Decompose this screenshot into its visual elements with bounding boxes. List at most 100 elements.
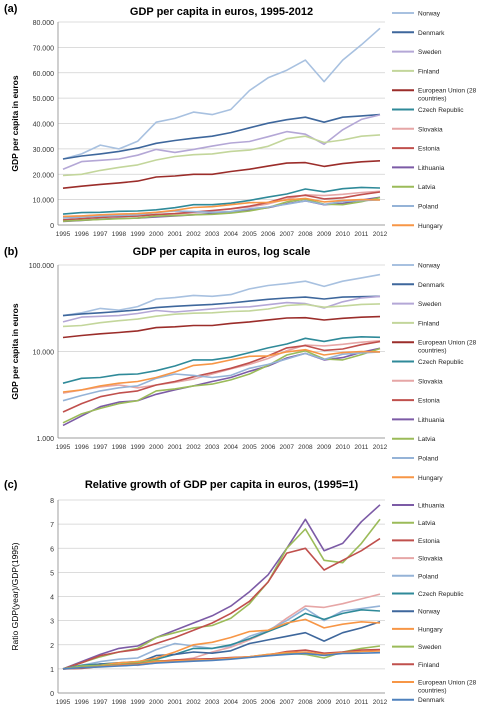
series-line-norway — [62, 27, 381, 160]
y-tick-label: 70.000 — [33, 45, 55, 52]
x-tick-label: 2012 — [373, 231, 388, 238]
x-tick-label: 1999 — [130, 231, 145, 238]
x-tick-label: 2000 — [149, 231, 164, 238]
legend-label: Latvia — [418, 436, 436, 443]
panel-label: (c) — [4, 479, 18, 491]
x-tick-label: 2001 — [168, 444, 183, 451]
y-tick-label: 30.000 — [33, 147, 55, 154]
y-tick-label: 50.000 — [33, 96, 55, 103]
x-tick-label: 2002 — [186, 231, 201, 238]
x-tick-label: 1999 — [130, 444, 145, 451]
legend-label: Estonia — [418, 398, 440, 405]
x-tick-label: 2009 — [317, 231, 332, 238]
legend-label: European Union (28 countries) — [418, 88, 477, 103]
y-tick-label: 100.000 — [29, 263, 54, 270]
y-tick-label: 4 — [50, 595, 54, 602]
legend-label: Slovakia — [418, 378, 443, 385]
x-tick-label: 2009 — [317, 444, 332, 451]
x-tick-label: 2000 — [149, 699, 164, 706]
legend-label: Norway — [418, 11, 441, 18]
legend-label: Sweden — [418, 49, 442, 56]
series-line-lithuania — [62, 504, 381, 670]
x-tick-label: 2002 — [186, 444, 201, 451]
x-tick-label: 2005 — [242, 444, 257, 451]
series-line-czech-republic — [62, 335, 381, 384]
y-tick-label: 6 — [50, 546, 54, 553]
x-tick-label: 2010 — [335, 444, 350, 451]
y-tick-label: 10.000 — [33, 198, 55, 205]
x-tick-label: 2010 — [335, 231, 350, 238]
x-tick-label: 2007 — [280, 699, 295, 706]
x-tick-label: 2012 — [373, 699, 388, 706]
y-tick-label: 60.000 — [33, 71, 55, 78]
series-line-denmark — [62, 651, 381, 670]
legend-label: Slovakia — [418, 556, 443, 563]
legend-label: Latvia — [418, 520, 436, 527]
legend-label: Poland — [418, 204, 439, 211]
series-line-hungary — [62, 197, 381, 218]
legend-label: Estonia — [418, 146, 440, 153]
y-tick-label: 80.000 — [33, 20, 55, 27]
y-tick-label: 3 — [50, 619, 54, 626]
legend-label: Finland — [418, 662, 440, 669]
x-tick-label: 2006 — [261, 444, 276, 451]
x-tick-label: 2011 — [354, 444, 368, 451]
series-line-poland — [62, 351, 381, 402]
chart-title: Relative growth of GDP per capita in eur… — [85, 479, 359, 491]
y-tick-label: 5 — [50, 570, 54, 577]
series-line-czech-republic — [62, 186, 381, 215]
legend-label: Czech Republic — [418, 107, 464, 114]
series-line-finland — [62, 134, 381, 177]
x-tick-label: 1998 — [112, 231, 127, 238]
x-tick-label: 2001 — [168, 699, 183, 706]
x-tick-label: 2004 — [224, 444, 239, 451]
y-axis-title: GDP per capita in euros — [10, 303, 20, 399]
legend-label: Lithuania — [418, 165, 445, 172]
x-tick-label: 2008 — [298, 444, 313, 451]
legend-label: Poland — [418, 573, 439, 580]
legend-label: Denmark — [418, 697, 445, 704]
legend-label: Slovakia — [418, 126, 443, 133]
legend-label: Norway — [418, 263, 441, 270]
x-tick-label: 2011 — [354, 231, 368, 238]
y-tick-label: 2 — [50, 643, 54, 650]
y-tick-label: 20.000 — [33, 172, 55, 179]
legend-label: Finland — [418, 68, 440, 75]
legend-label: Czech Republic — [418, 591, 464, 598]
legend-label: Sweden — [418, 644, 442, 651]
chart-title: GDP per capita in euros, 1995-2012 — [130, 6, 313, 18]
legend-label: Denmark — [418, 30, 445, 37]
x-tick-label: 1997 — [93, 231, 108, 238]
x-tick-label: 2010 — [335, 699, 350, 706]
y-tick-label: 40.000 — [33, 122, 55, 129]
y-tick-label: 8 — [50, 498, 54, 505]
x-tick-label: 2004 — [224, 699, 239, 706]
x-tick-label: 2003 — [205, 231, 220, 238]
series-line-estonia — [62, 537, 381, 670]
y-tick-label: 0 — [50, 691, 54, 698]
x-tick-label: 1995 — [56, 699, 71, 706]
legend-label: Denmark — [418, 282, 445, 289]
x-tick-label: 2008 — [298, 231, 313, 238]
series-line-hungary — [62, 348, 381, 393]
series-line-norway — [62, 273, 381, 317]
x-tick-label: 1998 — [112, 444, 127, 451]
x-tick-label: 1996 — [74, 444, 89, 451]
x-tick-label: 2005 — [242, 699, 257, 706]
panel-label: (b) — [4, 246, 18, 258]
x-tick-label: 2001 — [168, 231, 183, 238]
x-tick-label: 2009 — [317, 699, 332, 706]
x-tick-label: 1999 — [130, 699, 145, 706]
series-line-denmark — [62, 113, 381, 160]
series-line-denmark — [62, 295, 381, 317]
legend-label: Lithuania — [418, 503, 445, 510]
series-line-poland — [62, 199, 381, 219]
x-tick-label: 2007 — [280, 231, 295, 238]
series-line-hungary — [62, 618, 381, 670]
x-tick-label: 1996 — [74, 699, 89, 706]
series-line-finland — [62, 303, 381, 328]
series-line-european-union-28-countries- — [62, 160, 381, 189]
chart-panel-1: (a) GDP per capita in euros, 1995-2012 0 10… — [4, 3, 477, 238]
y-tick-label: 1 — [50, 667, 54, 674]
